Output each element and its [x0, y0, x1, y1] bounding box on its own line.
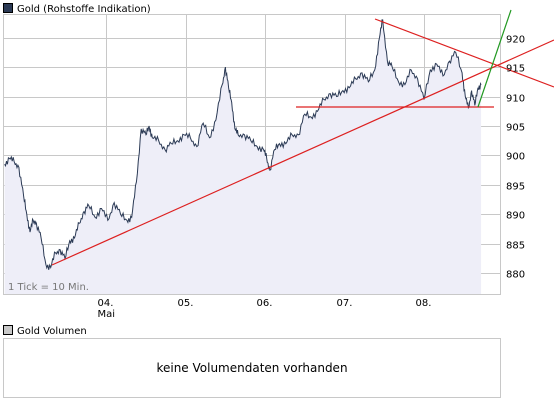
- x-tick-label: 08.: [416, 298, 432, 309]
- y-tick-label: 920: [506, 35, 525, 46]
- trendlines: [51, 9, 554, 266]
- y-tick-label: 885: [506, 241, 525, 252]
- y-axis-labels: 880 885 890 895 900 905 910 915 920: [506, 35, 525, 281]
- price-legend-swatch: [3, 3, 13, 13]
- y-tick-label: 915: [506, 64, 525, 75]
- y-tick-label: 910: [506, 94, 525, 105]
- volume-message: keine Volumendaten vorhanden: [156, 361, 348, 375]
- volume-title-text: Gold Volumen: [17, 326, 87, 337]
- y-tick-label: 880: [506, 270, 525, 281]
- x-tick-label: 06.: [257, 298, 273, 309]
- volume-legend-swatch: [3, 325, 13, 335]
- x-tick-sublabel: Mai: [98, 309, 116, 320]
- volume-title: Gold Volumen: [3, 325, 87, 337]
- x-tick-label: 07.: [337, 298, 353, 309]
- chart-title-text: Gold (Rohstoffe Indikation): [17, 4, 151, 15]
- price-chart: 880 885 890 895 900 905 910 915 920 04.Mai 05. 06.…: [3, 9, 554, 320]
- price-line: [4, 19, 482, 270]
- x-tick-label: 05.: [178, 298, 194, 309]
- y-tick-label: 900: [506, 152, 525, 163]
- trendline-support: [51, 39, 554, 266]
- trendline-green: [477, 9, 512, 108]
- chart-title: Gold (Rohstoffe Indikation): [3, 3, 151, 15]
- price-area: [4, 19, 482, 295]
- x-axis-labels: 04.Mai 05. 06. 07. 08.: [98, 298, 432, 320]
- plot-frame: [3, 14, 501, 295]
- y-tick-label: 905: [506, 123, 525, 134]
- trendline-resistance: [374, 18, 554, 88]
- y-tick-label: 890: [506, 211, 525, 222]
- y-tick-label: 895: [506, 182, 525, 193]
- volume-panel: keine Volumendaten vorhanden: [3, 338, 501, 398]
- tick-note: 1 Tick = 10 Min.: [8, 282, 89, 293]
- x-tick-label: 04.: [98, 298, 114, 309]
